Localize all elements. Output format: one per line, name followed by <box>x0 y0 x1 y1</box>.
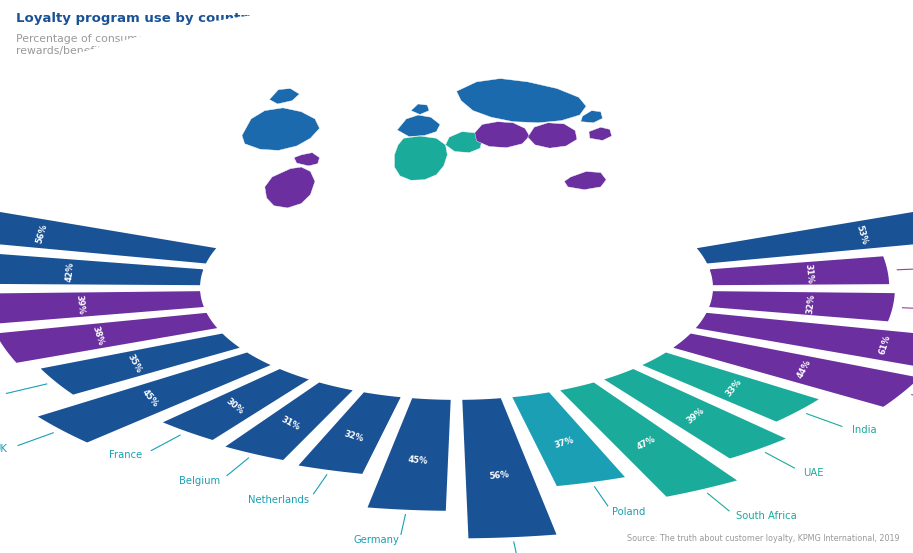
Text: Germany: Germany <box>353 535 400 545</box>
Text: 32%: 32% <box>806 293 817 314</box>
Text: 45%: 45% <box>140 387 160 409</box>
Text: India: India <box>853 425 877 435</box>
Polygon shape <box>564 171 606 190</box>
Text: 38%: 38% <box>90 325 105 347</box>
Polygon shape <box>461 397 558 539</box>
Text: 30%: 30% <box>225 396 246 416</box>
Polygon shape <box>475 122 530 148</box>
Polygon shape <box>294 153 320 166</box>
Polygon shape <box>265 167 315 208</box>
Text: Loyalty program use by country or territory: Loyalty program use by country or territ… <box>16 12 345 25</box>
Text: UK: UK <box>0 444 7 454</box>
Text: Source: The truth about customer loyalty, KPMG International, 2019: Source: The truth about customer loyalty… <box>626 534 899 543</box>
Polygon shape <box>456 79 586 123</box>
Polygon shape <box>581 111 603 123</box>
Polygon shape <box>397 115 440 137</box>
Text: 32%: 32% <box>342 429 364 444</box>
Text: 39%: 39% <box>74 294 85 315</box>
Text: 53%: 53% <box>855 225 869 246</box>
Text: Belgium: Belgium <box>180 476 221 486</box>
Text: 56%: 56% <box>488 469 509 481</box>
Polygon shape <box>528 123 577 148</box>
Polygon shape <box>161 368 310 441</box>
Text: UAE: UAE <box>803 468 824 478</box>
Text: France: France <box>110 450 142 460</box>
Polygon shape <box>0 1 913 288</box>
Polygon shape <box>446 132 482 153</box>
Polygon shape <box>0 290 205 325</box>
Polygon shape <box>224 382 354 461</box>
Text: Poland: Poland <box>612 507 645 517</box>
Text: South Africa: South Africa <box>736 511 796 521</box>
Text: 31%: 31% <box>279 415 301 432</box>
Polygon shape <box>671 332 913 408</box>
Text: 61%: 61% <box>877 334 892 356</box>
Polygon shape <box>694 312 913 385</box>
Polygon shape <box>603 368 788 460</box>
Text: 42%: 42% <box>65 262 76 283</box>
Polygon shape <box>297 392 402 474</box>
Polygon shape <box>0 251 205 286</box>
Text: 44%: 44% <box>795 358 813 380</box>
Text: 31%: 31% <box>803 263 813 284</box>
Text: Percentage of consumers who make purchases that earn
rewards/benefits at least s: Percentage of consumers who make purchas… <box>16 34 327 56</box>
Polygon shape <box>366 397 452 512</box>
Polygon shape <box>0 197 218 264</box>
Text: 33%: 33% <box>724 377 744 398</box>
Polygon shape <box>640 352 821 422</box>
Text: 37%: 37% <box>553 436 575 450</box>
Polygon shape <box>411 104 429 114</box>
Polygon shape <box>394 136 447 180</box>
Polygon shape <box>0 312 219 364</box>
Polygon shape <box>242 108 320 150</box>
Polygon shape <box>559 382 739 498</box>
Text: 39%: 39% <box>686 406 707 425</box>
Polygon shape <box>36 352 273 444</box>
Text: Netherlands: Netherlands <box>248 494 310 504</box>
Text: 56%: 56% <box>35 223 49 245</box>
Polygon shape <box>589 127 612 140</box>
Polygon shape <box>269 88 299 104</box>
Polygon shape <box>708 290 896 322</box>
Text: 35%: 35% <box>126 352 143 374</box>
Polygon shape <box>39 332 242 395</box>
Text: 45%: 45% <box>407 455 428 466</box>
Text: 47%: 47% <box>635 435 657 452</box>
Ellipse shape <box>201 176 712 399</box>
Polygon shape <box>511 392 626 487</box>
Polygon shape <box>695 200 913 264</box>
Polygon shape <box>708 255 890 286</box>
